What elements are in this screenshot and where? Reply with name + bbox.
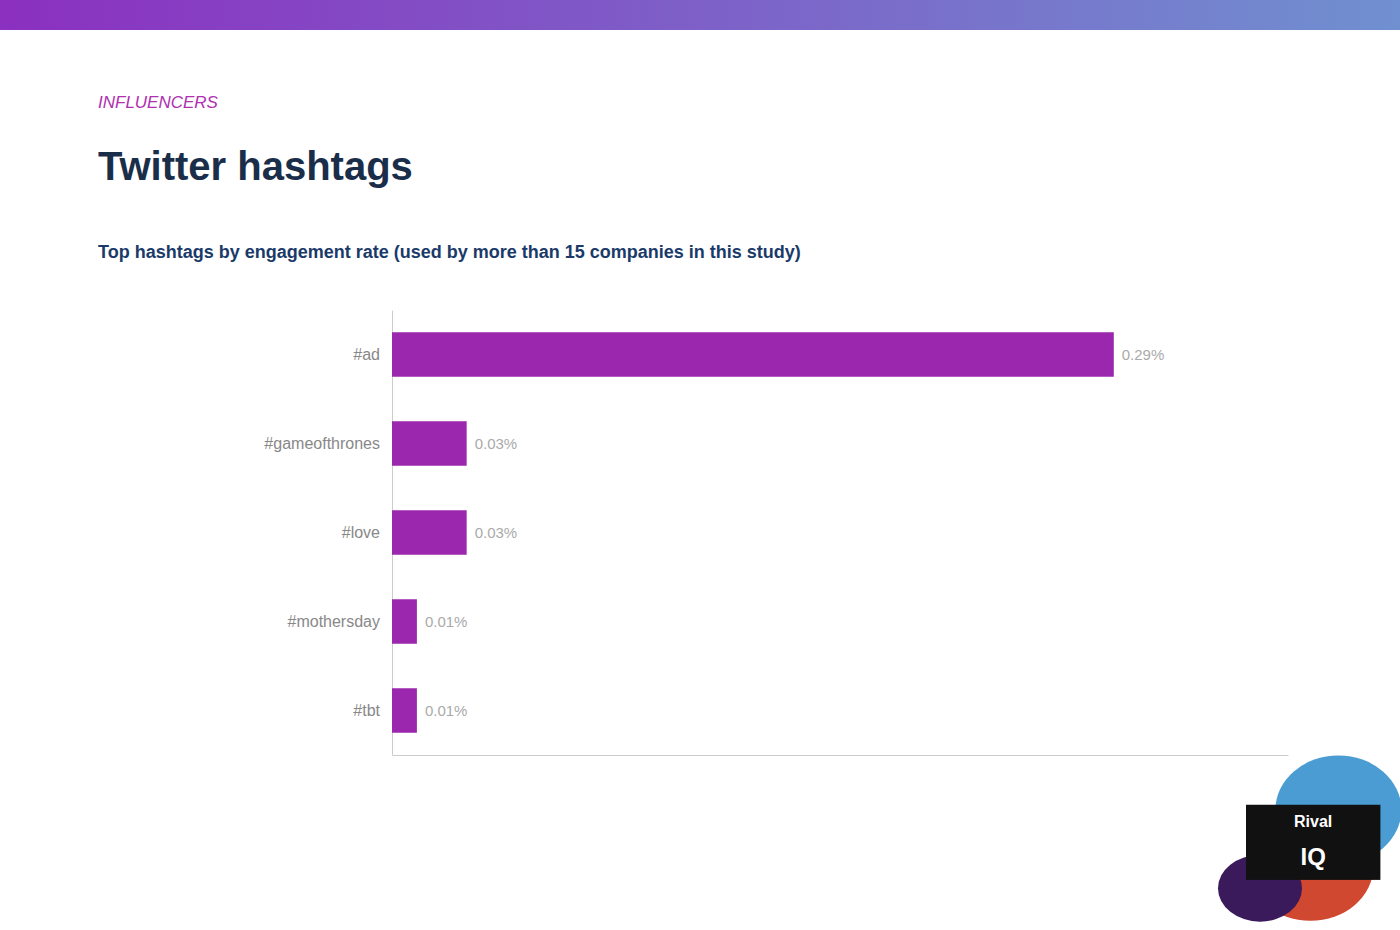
y-tick-label: #love xyxy=(342,524,380,541)
data-label: 0.03% xyxy=(475,524,518,541)
x-axis-line xyxy=(393,755,1289,756)
bars xyxy=(392,332,1114,733)
y-tick-label: #ad xyxy=(353,346,380,363)
logo-box xyxy=(1246,805,1380,880)
data-labels: 0.29% 0.03% 0.03% 0.01% 0.01% xyxy=(425,346,1164,719)
y-tick-label: #gameofthrones xyxy=(264,435,380,452)
bar xyxy=(392,421,467,466)
bar xyxy=(392,599,417,644)
title: Twitter hashtags xyxy=(98,144,413,188)
y-tick-label: #mothersday xyxy=(288,613,381,630)
y-tick-label: #tbt xyxy=(353,702,380,719)
bar xyxy=(392,510,467,555)
bar xyxy=(392,332,1114,377)
background xyxy=(0,0,1400,930)
x-axis xyxy=(393,755,1289,756)
data-label: 0.29% xyxy=(1122,346,1165,363)
data-label: 0.01% xyxy=(425,702,468,719)
y-tick: #gameofthrones xyxy=(264,435,392,452)
logo-text: IQ xyxy=(1301,843,1326,870)
chart-root: INFLUENCERS Twitter hashtags Top hashtags … xyxy=(0,0,1400,930)
y-tick: #love xyxy=(342,524,392,541)
logo: Rival IQ xyxy=(1218,755,1400,921)
subtitle: Top hashtags by engagement rate (used by… xyxy=(98,242,801,262)
y-tick: #ad xyxy=(353,346,392,363)
kicker: INFLUENCERS xyxy=(98,93,219,112)
y-tick: #tbt xyxy=(353,702,392,719)
y-tick: #mothersday xyxy=(288,613,393,630)
y-axis: #ad #gameofthrones #love #mothersday #tbt xyxy=(264,311,392,756)
bar xyxy=(392,688,417,733)
plot: #ad #gameofthrones #love #mothersday #tbt 0.2… xyxy=(264,311,1288,756)
logo-text: Rival xyxy=(1294,813,1332,830)
header-bar xyxy=(0,0,1400,30)
data-label: 0.03% xyxy=(475,435,518,452)
data-label: 0.01% xyxy=(425,613,468,630)
